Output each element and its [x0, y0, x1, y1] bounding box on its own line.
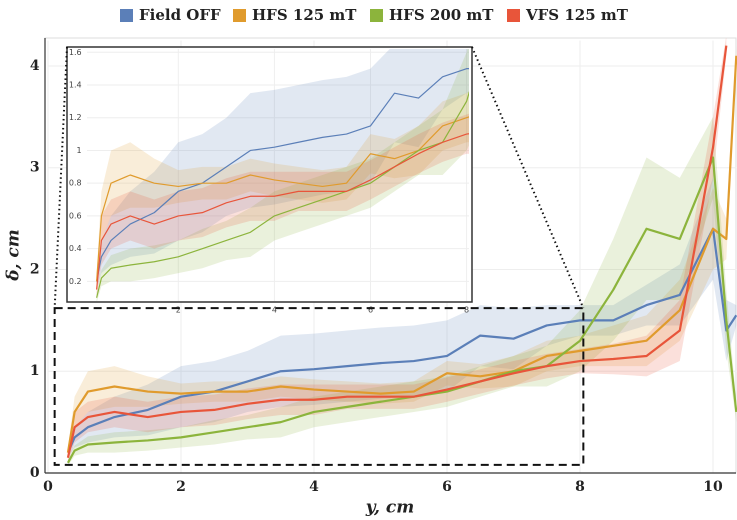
inset-background: [66, 46, 473, 303]
line: [96, 91, 469, 298]
band: [96, 49, 469, 301]
line: [66, 45, 728, 458]
legend-label: HFS 200 mT: [389, 6, 494, 24]
y-tick-label: 0.4: [69, 244, 82, 253]
y-tick-label: 1.2: [69, 113, 82, 122]
y-tick-label: 1: [30, 363, 40, 379]
x-tick-label: 8: [575, 479, 585, 495]
series-group: [96, 49, 469, 301]
line: [96, 133, 469, 290]
inset-plot: 2 4 6 8 0.2 0.4 0.6 0.8 1 1.2 1.4 1.6: [66, 46, 473, 315]
x-tick-label: 4: [309, 479, 319, 495]
band: [96, 49, 469, 290]
legend-swatch: [370, 9, 383, 22]
y-tick-label: 0.8: [69, 179, 82, 188]
y-tick-label: 2: [30, 261, 40, 277]
y-tick-label: 1.4: [69, 81, 82, 90]
y-tick-label: 1: [77, 146, 82, 155]
y-tick-label: 0.6: [69, 211, 82, 220]
legend-swatch: [233, 9, 246, 22]
x-tick-label: 6: [368, 306, 373, 315]
x-tick-label: 8: [464, 306, 469, 315]
band: [67, 38, 727, 463]
y-tick-label: 0.2: [69, 277, 82, 286]
line: [66, 55, 737, 453]
y-tick-label: 1.6: [69, 48, 82, 57]
legend-label: HFS 125 mT: [252, 6, 357, 24]
legend-swatch: [120, 9, 133, 22]
x-tick-label: 0: [43, 479, 53, 495]
line: [96, 68, 469, 282]
zoom-connector: [471, 46, 585, 309]
band: [96, 113, 469, 298]
x-axis-label: y, cm: [365, 498, 414, 518]
annotations: Field OFF HFS 125 mT HFS 200 mT VFS 125 mT: [53, 6, 629, 466]
y-tick-label: 0: [30, 465, 40, 481]
legend-label: Field OFF: [139, 6, 221, 24]
zoom-connector: [53, 46, 68, 309]
legend-label: VFS 125 mT: [525, 6, 629, 24]
x-tick-label: 2: [176, 479, 186, 495]
line: [96, 116, 469, 282]
band: [96, 91, 469, 290]
line: [66, 156, 737, 464]
legend-swatch: [507, 9, 520, 22]
y-axis-label: δ, cm: [4, 229, 24, 282]
zoom-box: [53, 307, 585, 466]
band: [67, 177, 737, 458]
x-tick-label: 2: [176, 306, 181, 315]
y-tick-label: 3: [30, 160, 40, 176]
series-group: [66, 38, 737, 466]
x-tick-label: 10: [703, 479, 723, 495]
band: [67, 45, 737, 458]
x-tick-label: 4: [272, 306, 277, 315]
y-tick-label: 4: [30, 58, 40, 74]
x-tick-label: 6: [442, 479, 452, 495]
line: [66, 227, 737, 454]
